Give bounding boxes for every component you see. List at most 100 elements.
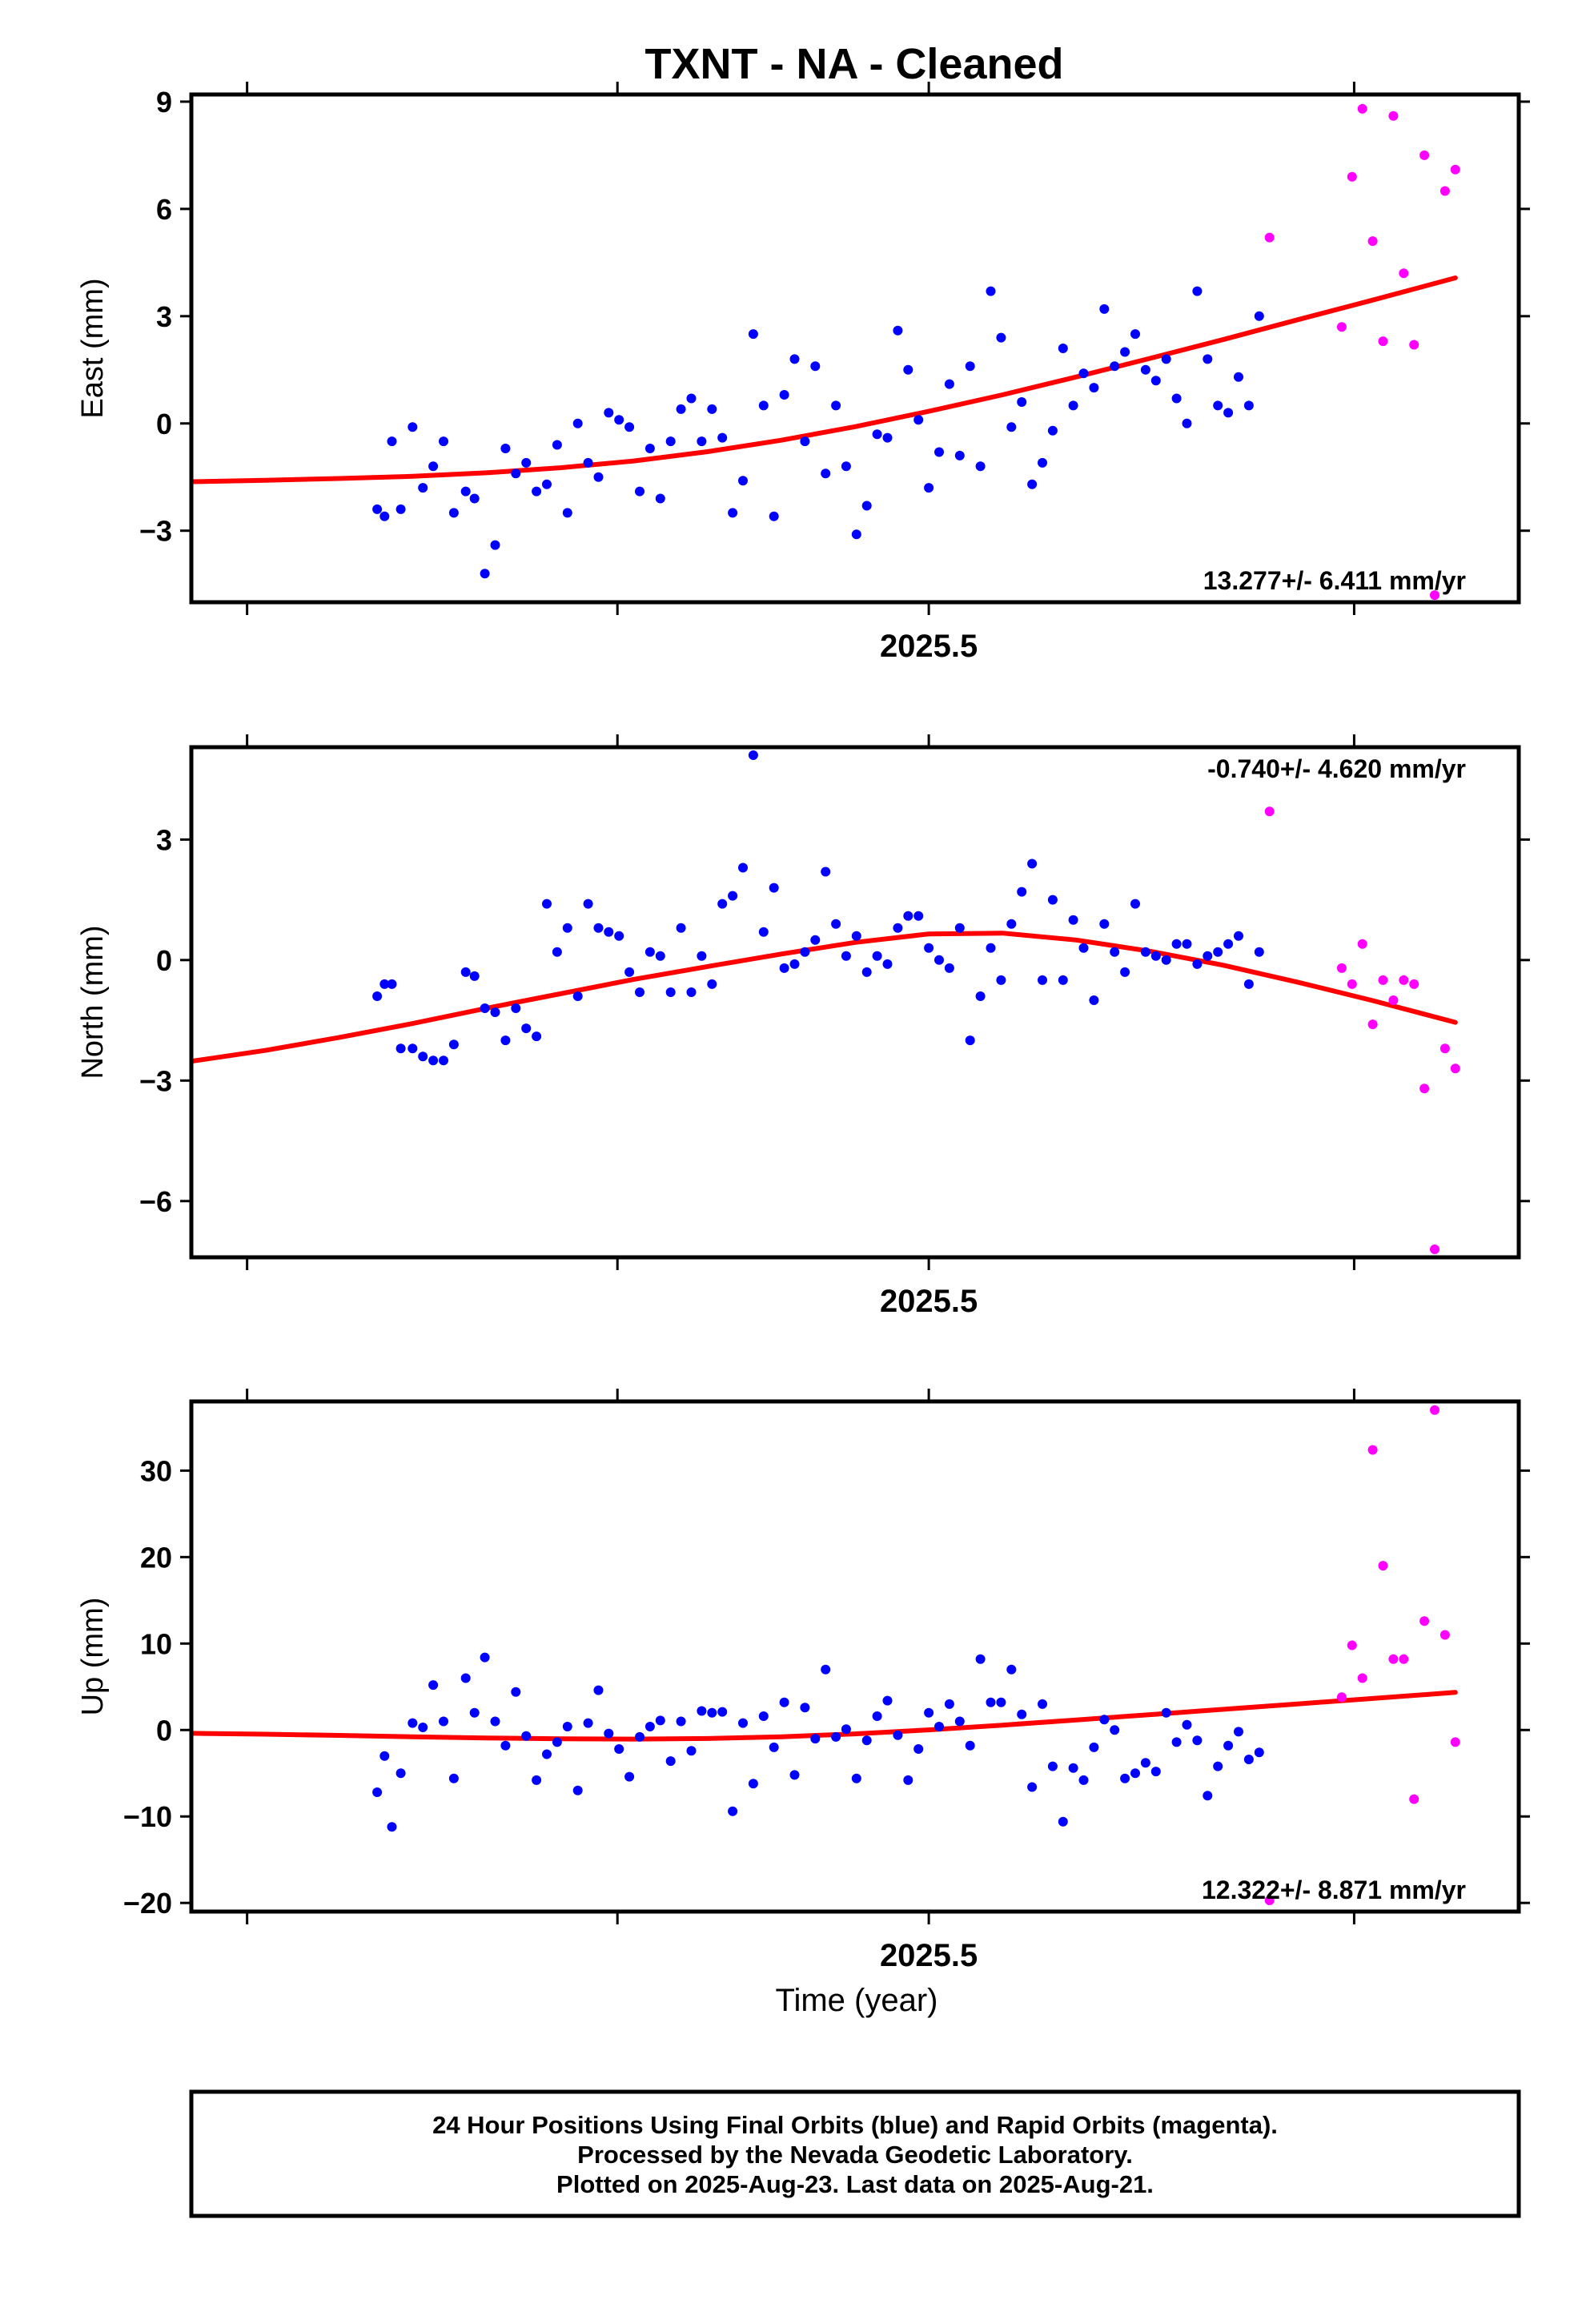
final-orbit-point-north xyxy=(379,979,390,989)
final-orbit-point-up xyxy=(1254,1747,1264,1758)
final-orbit-point-north xyxy=(769,883,779,893)
final-orbit-point-east xyxy=(542,479,552,489)
final-orbit-point-up xyxy=(861,1735,872,1746)
plot-area-north xyxy=(191,750,1460,1254)
chart-title: TXNT - NA - Cleaned xyxy=(644,40,1063,88)
y-axis-label-up: Up (mm) xyxy=(76,1598,110,1716)
final-orbit-point-east xyxy=(1130,329,1140,340)
final-orbit-point-east xyxy=(635,486,644,497)
final-orbit-point-east xyxy=(975,461,986,472)
y-tick-label-east: 9 xyxy=(156,86,172,119)
final-orbit-point-east xyxy=(490,540,500,550)
rate-label-north: -0.740+/- 4.620 mm/yr xyxy=(1207,754,1466,783)
final-orbit-point-east xyxy=(769,511,779,521)
final-orbit-point-up xyxy=(511,1687,521,1697)
final-orbit-point-east xyxy=(707,404,717,414)
final-orbit-point-up xyxy=(644,1722,655,1731)
final-orbit-point-east xyxy=(954,450,965,460)
final-orbit-point-up xyxy=(552,1737,562,1747)
final-orbit-point-up xyxy=(542,1749,552,1759)
y-tick-label-east: 0 xyxy=(156,408,172,440)
final-orbit-point-up xyxy=(1120,1773,1130,1783)
rapid-orbit-point-up xyxy=(1378,1561,1388,1571)
final-orbit-point-north xyxy=(1068,915,1078,925)
final-orbit-point-east xyxy=(697,436,707,447)
final-orbit-point-east xyxy=(893,325,903,336)
y-tick-label-east: 3 xyxy=(156,300,172,333)
final-orbit-point-east xyxy=(831,400,841,411)
final-orbit-point-up xyxy=(779,1697,789,1707)
final-orbit-point-east xyxy=(758,400,769,411)
final-orbit-point-up xyxy=(1203,1791,1213,1801)
final-orbit-point-up xyxy=(810,1734,821,1744)
y-tick-label-north: −6 xyxy=(139,1185,172,1218)
final-orbit-point-up xyxy=(1027,1782,1038,1792)
final-orbit-point-east xyxy=(469,493,480,504)
rapid-orbit-point-up xyxy=(1430,1405,1439,1415)
final-orbit-point-north xyxy=(655,951,665,961)
final-orbit-point-north xyxy=(1027,858,1038,869)
final-orbit-point-north xyxy=(614,931,624,941)
final-orbit-point-north xyxy=(1213,947,1223,957)
panels: −3 0 3 6 9 2025.5 East (mm) 13.277+/- 6.411 mm/… xyxy=(76,82,1530,2018)
frame-north xyxy=(189,745,1521,1260)
final-orbit-point-up xyxy=(924,1707,934,1718)
rapid-orbit-point-up xyxy=(1439,1630,1450,1640)
final-orbit-point-up xyxy=(986,1697,996,1707)
final-orbit-point-east xyxy=(841,461,851,472)
final-orbit-point-north xyxy=(480,1003,490,1013)
rapid-orbit-point-north xyxy=(1367,1019,1378,1030)
final-orbit-point-east xyxy=(1223,408,1234,418)
final-orbit-point-up xyxy=(490,1716,500,1727)
final-orbit-point-up xyxy=(624,1771,635,1782)
final-orbit-point-up xyxy=(460,1673,471,1683)
rapid-orbit-point-east xyxy=(1357,103,1367,114)
final-orbit-point-up xyxy=(975,1654,986,1664)
final-orbit-point-up xyxy=(1089,1742,1099,1752)
final-orbit-point-up xyxy=(893,1730,903,1740)
final-orbit-point-east xyxy=(851,529,861,540)
rapid-orbit-point-north xyxy=(1357,939,1367,949)
rapid-orbit-point-east xyxy=(1378,336,1388,347)
final-orbit-point-north xyxy=(469,971,480,981)
final-orbit-point-up xyxy=(1047,1761,1058,1771)
final-orbit-point-east xyxy=(1161,354,1171,364)
final-orbit-point-north xyxy=(583,899,593,909)
final-orbit-point-up xyxy=(469,1707,480,1718)
final-orbit-point-up xyxy=(831,1731,841,1742)
y-tick-label-east: −3 xyxy=(139,515,172,548)
y-tick-label-east: 6 xyxy=(156,193,172,226)
rapid-orbit-point-up xyxy=(1357,1673,1367,1683)
final-orbit-point-east xyxy=(1099,304,1110,314)
final-orbit-point-north xyxy=(758,927,769,937)
final-orbit-point-north xyxy=(1254,947,1264,957)
final-orbit-point-north xyxy=(1130,899,1140,909)
rapid-orbit-point-up xyxy=(1367,1445,1378,1455)
rapid-orbit-point-up xyxy=(1336,1692,1347,1703)
y-axis-label-north: North (mm) xyxy=(76,925,110,1079)
final-orbit-point-north xyxy=(1171,939,1182,949)
final-orbit-point-east xyxy=(996,332,1006,343)
final-orbit-point-north xyxy=(707,979,717,989)
final-orbit-point-up xyxy=(396,1768,406,1779)
final-orbit-point-north xyxy=(572,991,583,1001)
final-orbit-point-east xyxy=(552,440,562,450)
final-orbit-point-up xyxy=(1213,1761,1223,1771)
final-orbit-point-north xyxy=(1150,951,1161,961)
final-orbit-point-east xyxy=(1182,418,1192,428)
final-orbit-point-north xyxy=(728,891,738,901)
final-orbit-point-east xyxy=(396,504,406,514)
final-orbit-point-north xyxy=(1243,979,1254,989)
final-orbit-point-north xyxy=(975,991,986,1001)
final-orbit-point-east xyxy=(738,476,748,486)
final-orbit-point-up xyxy=(448,1773,459,1783)
frame-up xyxy=(189,1399,1521,1914)
final-orbit-point-north xyxy=(542,899,552,909)
final-orbit-point-up xyxy=(738,1718,748,1728)
y-tick-label-up: 0 xyxy=(156,1714,172,1747)
final-orbit-point-east xyxy=(655,493,665,504)
final-orbit-point-east xyxy=(1192,286,1203,296)
final-orbit-point-up xyxy=(1038,1699,1047,1709)
final-orbit-point-up xyxy=(583,1718,593,1728)
fit-line-up xyxy=(191,1690,1458,1742)
